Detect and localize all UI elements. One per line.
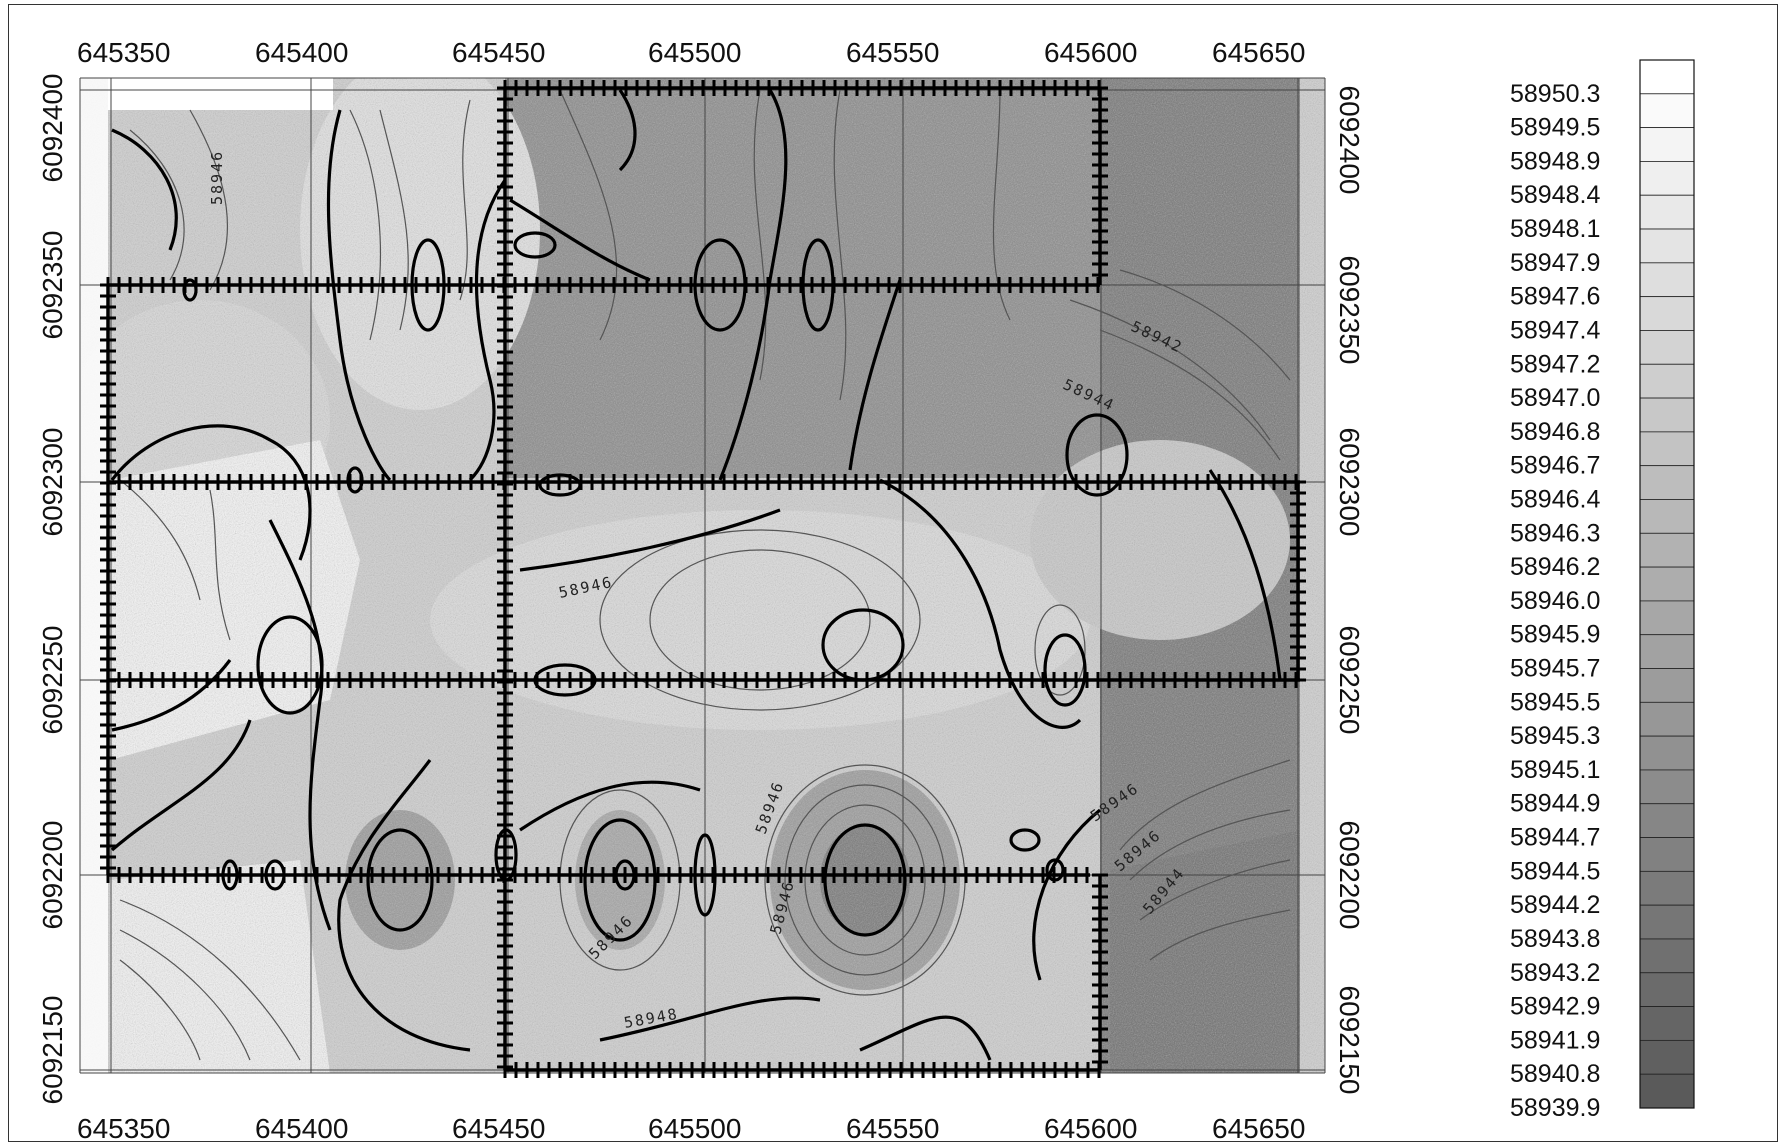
legend-swatch xyxy=(1639,634,1695,669)
y-tick-label: 6092400 xyxy=(37,73,68,182)
legend-label: 58947.4 xyxy=(1510,316,1600,344)
shaded-relief xyxy=(80,78,1325,1073)
legend-label: 58947.6 xyxy=(1510,283,1600,311)
legend-label: 58945.5 xyxy=(1510,688,1600,716)
y-tick-label: 6092350 xyxy=(37,230,68,339)
legend-label: 58947.0 xyxy=(1510,384,1600,412)
legend-swatch xyxy=(1639,262,1695,298)
legend-label: 58948.9 xyxy=(1510,147,1600,175)
legend-label: 58946.8 xyxy=(1510,418,1600,446)
legend-swatch xyxy=(1639,600,1695,636)
legend-swatch xyxy=(1639,1006,1695,1041)
x-tick-label: 645600 xyxy=(1044,1113,1137,1144)
x-tick-label: 645500 xyxy=(648,1113,741,1144)
legend-label: 58947.2 xyxy=(1510,350,1600,378)
y-tick-label: 6092200 xyxy=(37,820,68,929)
legend-swatch xyxy=(1639,431,1695,467)
legend-label: 58944.9 xyxy=(1510,790,1600,818)
legend-label: 58944.7 xyxy=(1510,824,1600,852)
y-axis-right: 6092400 6092350 6092300 6092250 6092200 … xyxy=(1334,85,1365,1094)
legend-label: 58940.8 xyxy=(1510,1060,1600,1088)
x-tick-label: 645450 xyxy=(452,37,545,68)
y-tick-label: 6092150 xyxy=(37,995,68,1104)
x-tick-label: 645350 xyxy=(77,37,170,68)
legend-label: 58948.1 xyxy=(1510,215,1600,243)
x-tick-label: 645550 xyxy=(846,37,939,68)
survey-lines xyxy=(100,80,1306,1078)
x-tick-label: 645400 xyxy=(255,37,348,68)
x-tick-label: 645450 xyxy=(452,1113,545,1144)
legend-label: 58945.1 xyxy=(1510,756,1600,784)
x-tick-label: 645400 xyxy=(255,1113,348,1144)
legend-label: 58945.7 xyxy=(1510,655,1600,683)
legend-swatch xyxy=(1639,228,1695,264)
x-tick-label: 645350 xyxy=(77,1113,170,1144)
legend-swatch xyxy=(1639,363,1695,399)
legend-swatch xyxy=(1639,296,1695,331)
legend-label: 58948.4 xyxy=(1510,181,1600,209)
y-tick-label: 6092250 xyxy=(37,625,68,734)
legend-swatch xyxy=(1639,701,1695,737)
legend-swatch xyxy=(1639,938,1695,974)
y-tick-label: 6092150 xyxy=(1334,985,1365,1094)
legend-swatch xyxy=(1639,465,1695,500)
map-frame xyxy=(8,4,1778,1142)
x-tick-label: 645650 xyxy=(1212,1113,1305,1144)
x-axis-bottom: 645350 645400 645450 645500 645550 64560… xyxy=(77,1113,1305,1144)
y-tick-label: 6092250 xyxy=(1334,625,1365,734)
legend-label: 58942.9 xyxy=(1510,993,1600,1021)
legend-swatch xyxy=(1639,499,1695,534)
x-tick-label: 645650 xyxy=(1212,37,1305,68)
contour-lines-minor xyxy=(119,89,1291,1061)
legend-label: 58944.5 xyxy=(1510,857,1600,885)
legend-swatch xyxy=(1639,972,1695,1007)
x-tick-label: 645550 xyxy=(846,1113,939,1144)
contour-label: 58946 xyxy=(208,150,226,205)
legend-swatch xyxy=(1639,870,1695,906)
legend-label: 58946.2 xyxy=(1510,553,1600,581)
x-axis-top: 645350 645400 645450 645500 645550 64560… xyxy=(77,37,1305,68)
legend-swatch xyxy=(1639,904,1695,940)
legend-swatch xyxy=(1639,735,1695,771)
legend-swatch xyxy=(1639,1039,1695,1075)
legend-swatch xyxy=(1639,532,1695,568)
legend-swatch xyxy=(1639,127,1695,162)
legend-label: 58950.3 xyxy=(1510,80,1600,108)
legend-swatch xyxy=(1639,59,1695,95)
legend-label: 58943.8 xyxy=(1510,925,1600,953)
legend-label: 58945.3 xyxy=(1510,722,1600,750)
legend-label: 58943.2 xyxy=(1510,959,1600,987)
y-axis-left: 6092400 6092350 6092300 6092250 6092200 … xyxy=(37,73,68,1104)
y-tick-label: 6092400 xyxy=(1334,85,1365,194)
y-tick-label: 6092300 xyxy=(37,427,68,536)
legend-label: 58949.5 xyxy=(1510,114,1600,142)
legend-swatch xyxy=(1639,330,1695,365)
legend-label: 58945.9 xyxy=(1510,621,1600,649)
legend-label: 58947.9 xyxy=(1510,249,1600,277)
y-tick-label: 6092350 xyxy=(1334,255,1365,364)
legend-label: 58946.4 xyxy=(1510,485,1600,513)
legend-swatch xyxy=(1639,161,1695,196)
legend-label: 58944.2 xyxy=(1510,891,1600,919)
legend-swatch xyxy=(1639,803,1695,838)
legend: 58950.3 58949.5 58948.9 58948.4 58948.1 58947… xyxy=(1510,59,1695,1122)
y-tick-label: 6092300 xyxy=(1334,427,1365,536)
y-tick-label: 6092200 xyxy=(1334,820,1365,929)
legend-label: 58946.3 xyxy=(1510,519,1600,547)
legend-swatch xyxy=(1639,93,1695,129)
legend-swatch xyxy=(1639,397,1695,433)
legend-swatch xyxy=(1639,194,1695,230)
legend-swatch xyxy=(1639,837,1695,872)
legend-swatch xyxy=(1639,566,1695,602)
legend-swatch xyxy=(1639,769,1695,805)
legend-label: 58941.9 xyxy=(1510,1026,1600,1054)
legend-label: 58939.9 xyxy=(1510,1094,1600,1122)
x-tick-label: 645600 xyxy=(1044,37,1137,68)
legend-swatch xyxy=(1639,1073,1695,1109)
x-tick-label: 645500 xyxy=(648,37,741,68)
legend-swatch xyxy=(1639,668,1695,703)
legend-label: 58946.7 xyxy=(1510,452,1600,480)
legend-label: 58946.0 xyxy=(1510,587,1600,615)
